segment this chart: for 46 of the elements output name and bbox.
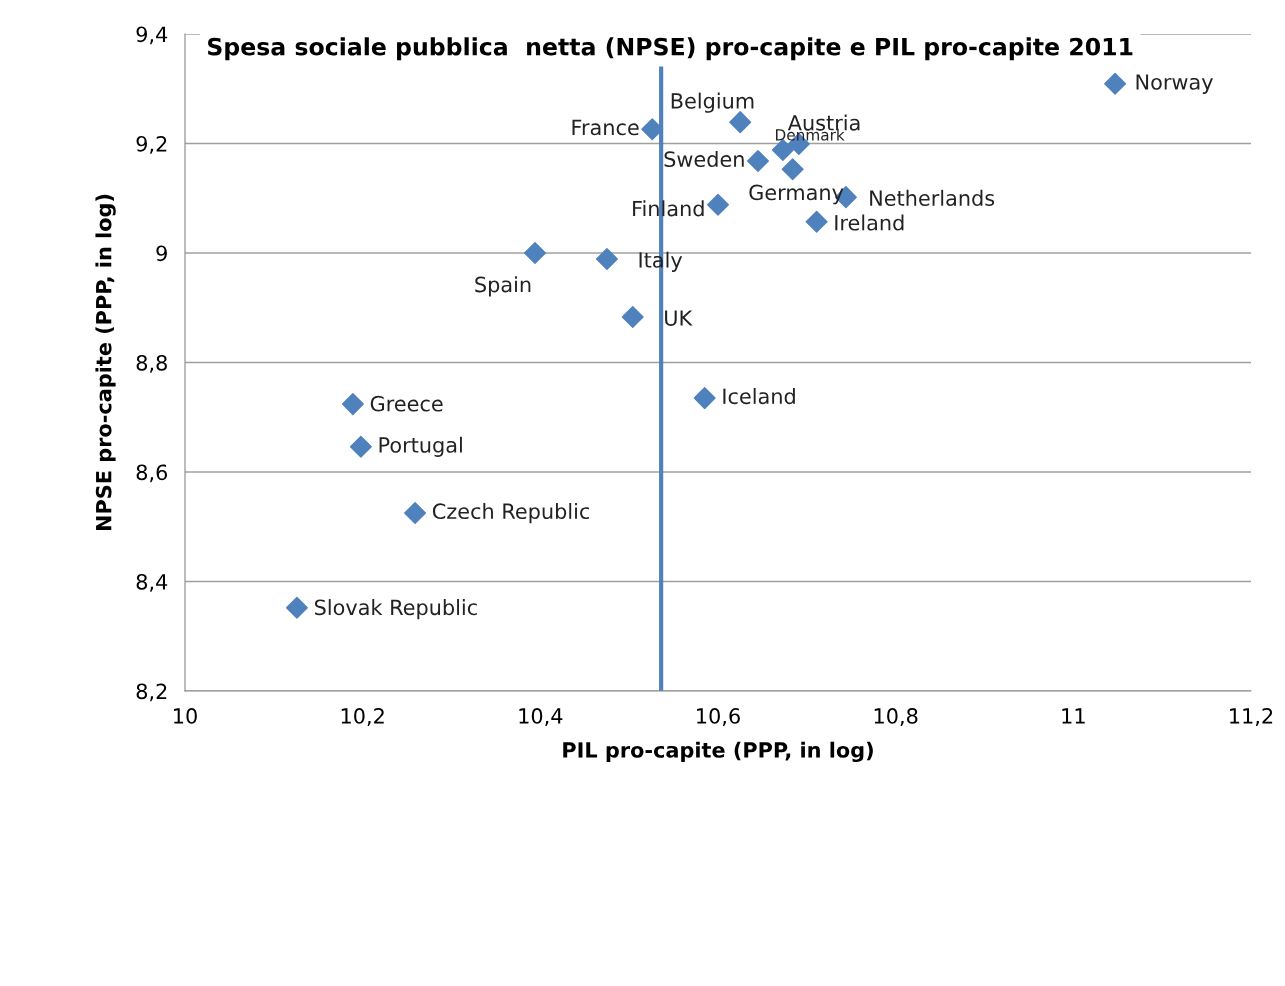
annotation: UK	[665, 310, 693, 326]
x-tick-label: 10,8	[874, 708, 918, 726]
annotation: France	[572, 119, 639, 136]
y-tick-label: 8,8	[136, 354, 167, 373]
x-tick-label: 10,4	[519, 708, 563, 726]
y-tick-label: 9	[156, 245, 167, 262]
annotation: Czech Republic	[432, 502, 590, 524]
point	[1104, 72, 1127, 95]
point	[341, 393, 364, 416]
x-tick-label: 10,6	[697, 708, 740, 726]
annotation: Portugal	[379, 436, 462, 457]
annotation: Netherlands	[870, 189, 995, 206]
y-tick-label: 8,2	[136, 683, 167, 702]
y-tick-label: 9,2	[136, 135, 167, 154]
y-tick-label: 9,4	[136, 26, 168, 45]
annotation: Belgium	[671, 92, 754, 113]
point	[349, 435, 372, 458]
x-tick-label: 10	[174, 708, 197, 724]
point	[805, 210, 828, 233]
point	[621, 306, 644, 329]
point	[707, 193, 729, 216]
point	[641, 118, 664, 141]
x-tick-label: 11,2	[1230, 708, 1273, 726]
annotation: Norway	[1136, 74, 1213, 94]
y-tick-label: 8,6	[136, 464, 168, 483]
point	[595, 248, 618, 271]
point	[524, 242, 546, 264]
point	[771, 139, 794, 162]
y-axis-title: NPSE pro-capite (PPP, in log)	[95, 194, 116, 531]
point	[729, 111, 752, 134]
y-tick-label: 8,4	[136, 573, 168, 592]
annotation: Sweden	[664, 150, 744, 168]
point	[693, 387, 716, 410]
point	[746, 150, 769, 173]
annotation: Ireland	[835, 214, 904, 231]
point	[404, 502, 427, 525]
x-tick-label: 11	[1062, 708, 1085, 724]
chart-title: Spesa sociale pubblica netta (NPSE) pro-capite e PIL pro-capite 2011	[208, 37, 1133, 61]
annotation: Greece	[370, 395, 443, 412]
x-axis-title: PIL pro-capite (PPP, in log)	[563, 741, 873, 763]
point	[285, 596, 308, 619]
annotation: Spain	[475, 276, 531, 297]
point	[781, 158, 804, 181]
annotation: Iceland	[723, 388, 795, 405]
annotation: Slovak Republic	[314, 599, 477, 620]
x-tick-label: 10,2	[341, 708, 384, 726]
